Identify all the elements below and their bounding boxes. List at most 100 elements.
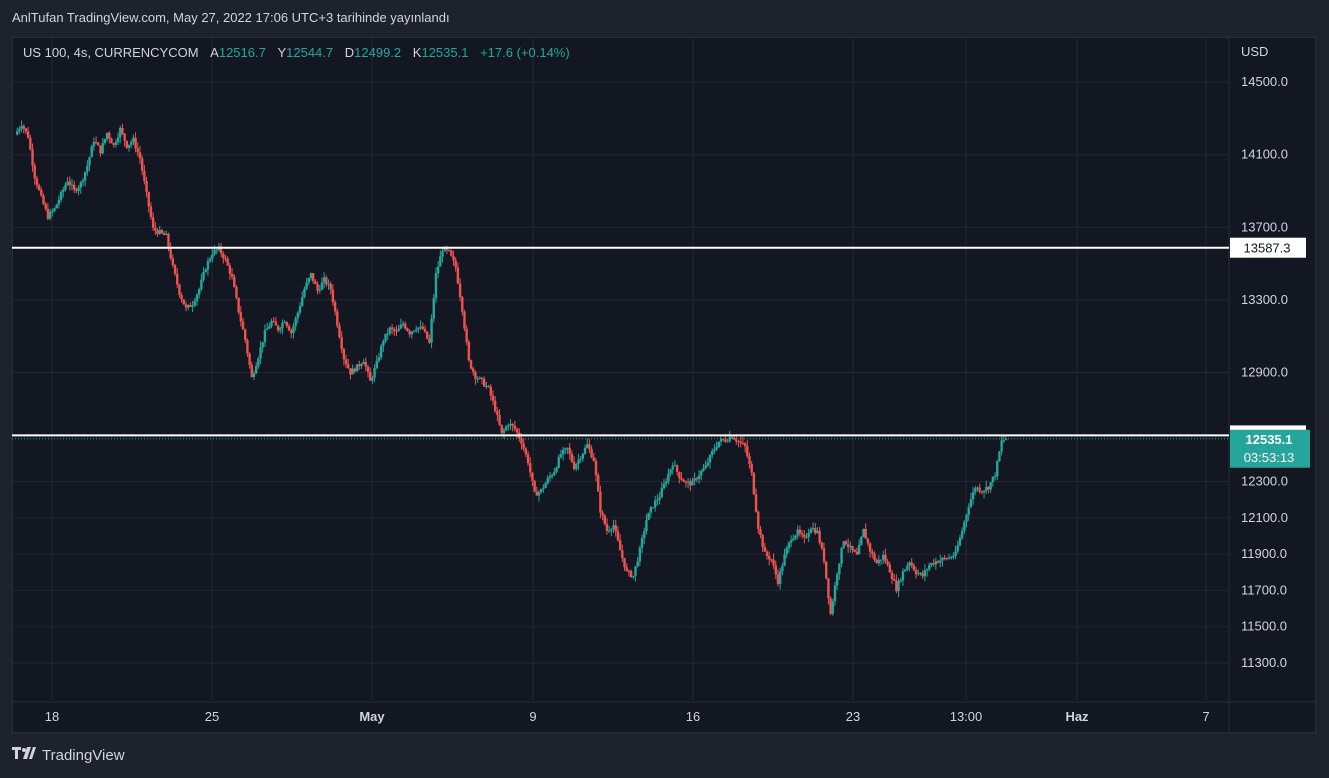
candle-up: [833, 581, 837, 606]
candle-down: [358, 360, 361, 371]
candle-down: [108, 131, 111, 144]
candle-up: [919, 572, 922, 576]
candle-body: [761, 535, 764, 547]
candle-body: [752, 472, 756, 495]
candle-up: [985, 480, 988, 495]
candle-down: [851, 545, 854, 554]
candle-up: [651, 507, 655, 509]
candle-down: [162, 230, 166, 236]
candle-body: [31, 149, 34, 166]
candle-down: [829, 596, 832, 616]
candle-body: [349, 368, 352, 375]
candle-down: [500, 424, 503, 436]
candle-down: [461, 295, 464, 316]
candle-body: [928, 565, 931, 570]
grid-lines: [12, 38, 1316, 733]
candle-up: [949, 555, 953, 560]
candle-body: [895, 580, 898, 592]
candle-down: [37, 183, 41, 192]
candle-down: [250, 361, 253, 378]
candle-body: [42, 195, 45, 204]
candle-body: [616, 531, 620, 541]
candle-up: [667, 468, 670, 485]
candle-up: [18, 125, 21, 135]
candle-body: [912, 565, 916, 571]
candle-up: [645, 513, 648, 535]
candle-body: [721, 439, 725, 441]
symbol-name[interactable]: US 100, 4s, CURRENCYCOM: [23, 45, 199, 60]
candle-down: [675, 464, 679, 476]
candle-body: [110, 138, 113, 144]
candle-down: [364, 357, 367, 372]
candle-down: [333, 300, 337, 316]
candle-up: [842, 540, 845, 550]
candle-up: [658, 492, 661, 505]
candle-down: [180, 292, 183, 303]
candle-body: [272, 320, 275, 322]
candle-body: [700, 471, 703, 476]
candle-up: [373, 364, 376, 383]
footer-brand[interactable]: TradingView: [12, 746, 125, 764]
candle-body: [697, 475, 701, 480]
candle-up: [673, 460, 677, 467]
candle-body: [715, 447, 718, 450]
candle-down: [763, 542, 767, 552]
y-tick-label: 14500.0: [1241, 74, 1288, 89]
y-tick-label: 14100.0: [1241, 147, 1288, 162]
candle-body: [472, 368, 475, 372]
candle-body: [785, 548, 788, 555]
candle-down: [846, 538, 850, 553]
candle-body: [342, 349, 346, 360]
candle-body: [94, 141, 98, 143]
candle-down: [761, 533, 764, 552]
candle-body: [662, 483, 666, 489]
candle-body: [202, 272, 205, 280]
candle-down: [680, 472, 683, 481]
candle-down: [160, 228, 164, 235]
candle-body: [178, 284, 181, 295]
y-tick-label: 11500.0: [1241, 619, 1287, 634]
candle-up: [351, 364, 354, 375]
candle-down: [752, 472, 756, 496]
y-tick-label: 12300.0: [1241, 473, 1288, 488]
candle-up: [879, 559, 883, 566]
candle-down: [678, 471, 681, 484]
candle-body: [336, 311, 339, 326]
candle-down: [123, 132, 126, 147]
candle-down: [393, 327, 396, 337]
candle-down: [285, 321, 289, 329]
candle-up: [279, 326, 282, 334]
candle-body: [20, 126, 23, 129]
candle-down: [169, 242, 172, 261]
candle-up: [283, 319, 286, 324]
candle-down: [627, 569, 631, 577]
candle-body: [211, 254, 214, 259]
candle-body: [730, 437, 734, 439]
candle-body: [835, 574, 839, 586]
chart-frame[interactable]: [12, 37, 1316, 733]
candle-body: [241, 321, 245, 330]
candle-up: [158, 225, 161, 235]
candle-up: [901, 568, 905, 586]
candle-down: [614, 519, 617, 537]
candle-down: [825, 561, 828, 580]
candle-body: [476, 378, 479, 380]
candle-body: [520, 438, 523, 444]
candle-body: [529, 463, 532, 473]
candle-up: [81, 178, 85, 187]
candle-up: [307, 277, 310, 286]
candle-body: [55, 204, 58, 209]
candle-body: [204, 269, 207, 273]
candle-body: [678, 471, 681, 479]
candle-body: [553, 471, 556, 476]
candle-body: [555, 467, 558, 472]
candle-body: [353, 368, 357, 372]
candle-up: [419, 320, 422, 331]
candle-body: [623, 557, 626, 568]
candle-body: [768, 555, 771, 560]
candle-body: [48, 211, 52, 219]
candle-body: [123, 133, 126, 141]
candle-down: [914, 566, 918, 579]
candle-down: [425, 331, 429, 340]
